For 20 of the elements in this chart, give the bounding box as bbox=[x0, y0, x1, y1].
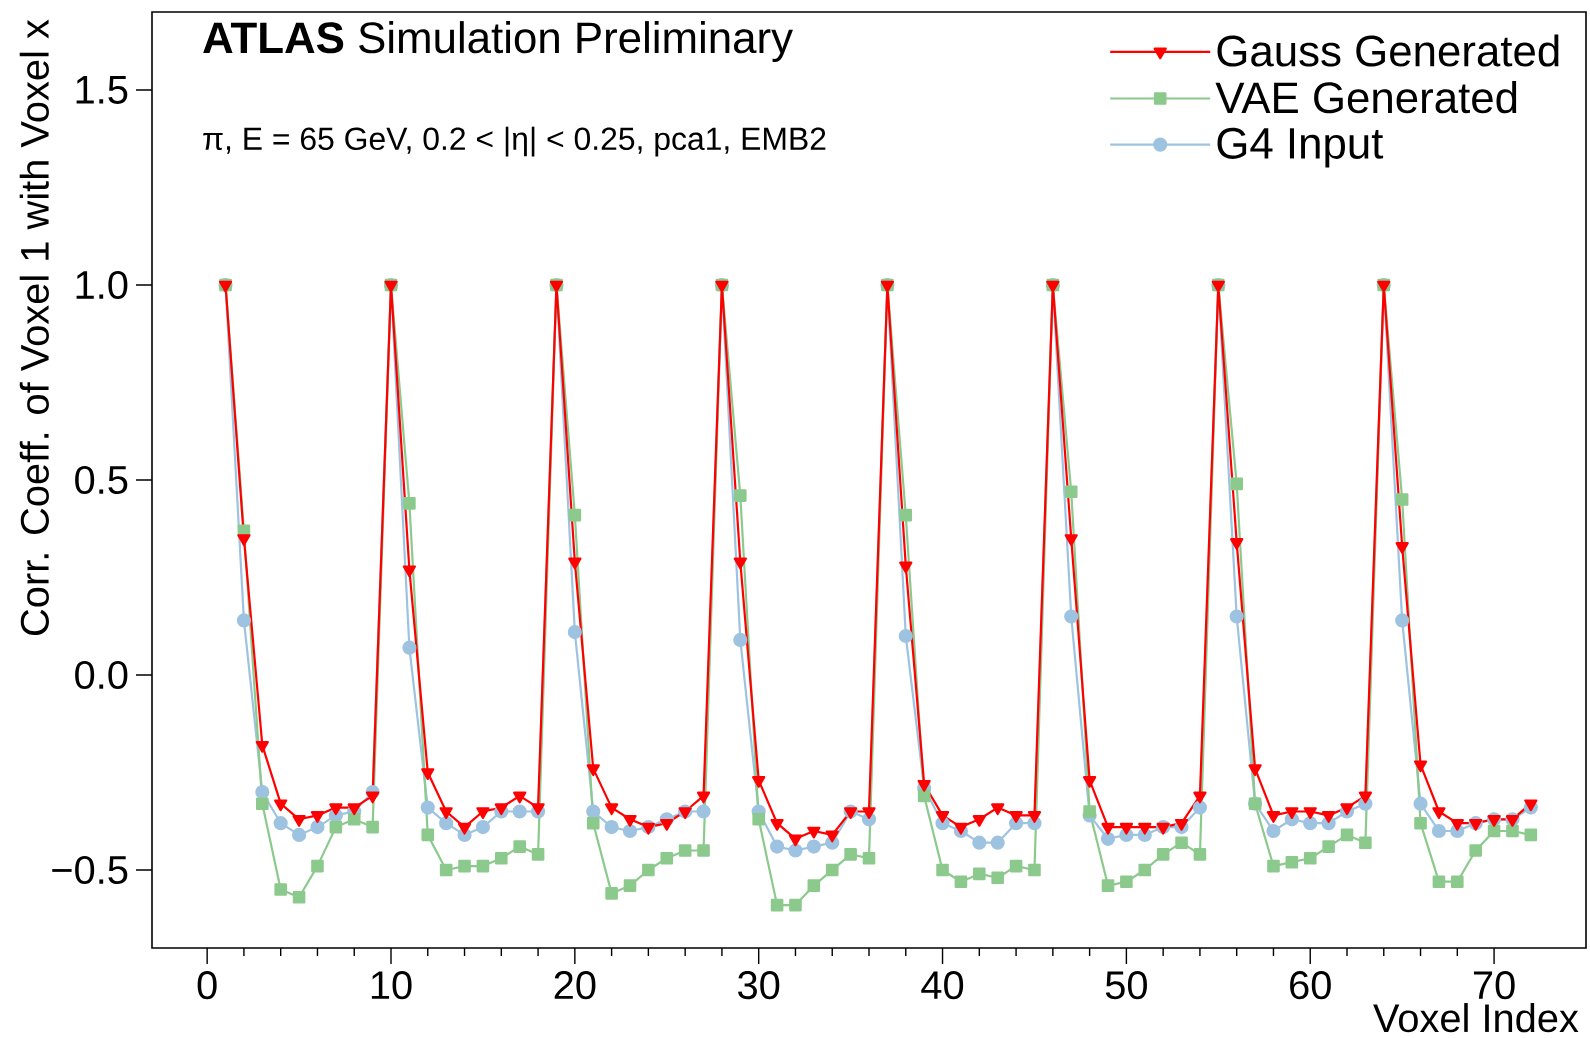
chart-title: ATLAS Simulation Preliminary bbox=[203, 21, 793, 62]
y-tick-label: 1.0 bbox=[76, 270, 128, 300]
x-axis-title: Voxel Index bbox=[1373, 1003, 1579, 1033]
x-tick-label: 10 bbox=[371, 971, 412, 1000]
x-tick-label: 60 bbox=[1290, 971, 1331, 1000]
text: π, E = 65 GeV, 0.2 < |η| < 0.25, pca1, EMB2 bbox=[203, 126, 826, 157]
x-tick-label: 0 bbox=[197, 971, 217, 1000]
x-tick-label: 40 bbox=[921, 971, 964, 1000]
x-tick-label: 70 bbox=[1473, 971, 1515, 1000]
y-tick-label: 0.5 bbox=[75, 465, 128, 495]
legend-label: G4 Input bbox=[1217, 127, 1384, 168]
legend-label: Gauss Generated bbox=[1217, 34, 1559, 67]
x-tick-label: 20 bbox=[554, 971, 596, 1000]
y-tick-label: 1.5 bbox=[76, 76, 128, 104]
x-tick-label: 30 bbox=[738, 971, 780, 1000]
y-axis-title: Corr. Coeff. of Voxel 1 with Voxel x bbox=[19, 19, 49, 636]
y-tick-label: −0.5 bbox=[52, 855, 128, 885]
x-tick-label: 50 bbox=[1105, 971, 1147, 1000]
y-tick-label: 0.0 bbox=[75, 660, 128, 690]
legend-label: VAE Generated bbox=[1215, 81, 1517, 114]
